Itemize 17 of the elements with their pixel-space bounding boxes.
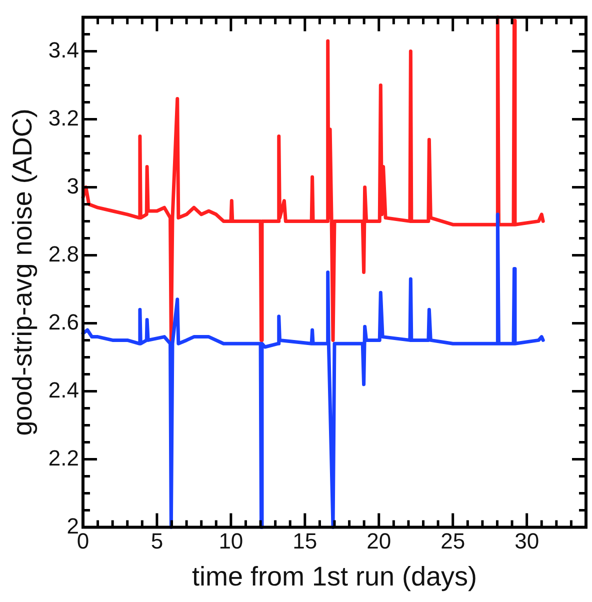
x-tick-label: 5	[150, 528, 164, 554]
x-tick-label: 15	[292, 528, 318, 554]
y-tick-label: 2.6	[48, 309, 79, 334]
x-tick-label: 10	[218, 528, 244, 554]
x-tick-label: 30	[514, 528, 540, 554]
y-axis-title: good-strip-avg noise (ADC)	[8, 108, 38, 436]
y-tick-label: 2	[66, 513, 79, 538]
y-tick-label: 2.4	[48, 377, 79, 402]
y-tick-label: 2.8	[48, 241, 79, 266]
x-axis-title: time from 1st run (days)	[192, 561, 478, 592]
y-tick-label: 3.2	[48, 105, 79, 130]
x-tick-label: 20	[366, 528, 392, 554]
y-tick-label: 2.2	[48, 445, 79, 470]
x-tick-label: 25	[440, 528, 466, 554]
y-tick-label: 3.4	[48, 37, 79, 62]
y-tick-label: 3	[66, 173, 79, 198]
x-tick-label: 0	[76, 528, 90, 554]
